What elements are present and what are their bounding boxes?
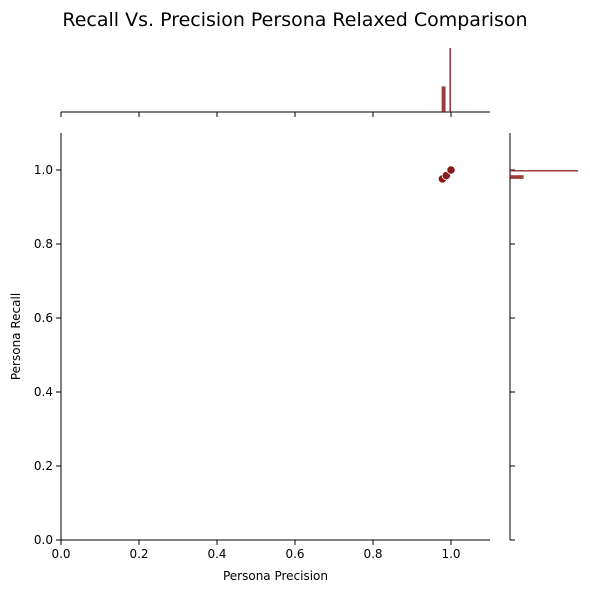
x-tick-label: 0.4 bbox=[207, 547, 226, 561]
right-marginal-histogram bbox=[509, 133, 578, 541]
x-tick-label: 0.2 bbox=[129, 547, 148, 561]
y-tick-label: 0.4 bbox=[34, 385, 53, 399]
scatter-axes: 0.0 0.2 0.4 0.6 0.8 1.0 0.0 0.2 0.4 0.6 0.8 1.0 bbox=[34, 133, 490, 561]
x-tick-label: 0.8 bbox=[363, 547, 382, 561]
scatter-point bbox=[446, 165, 456, 175]
top-marginal-histogram bbox=[60, 48, 490, 117]
y-tick-label: 0.6 bbox=[34, 311, 53, 325]
right-marginal-bar bbox=[510, 175, 524, 179]
top-marginal-bar bbox=[449, 48, 451, 112]
x-axis-label: Persona Precision bbox=[223, 569, 328, 583]
x-tick-label: 0.6 bbox=[285, 547, 304, 561]
x-tick-label: 1.0 bbox=[441, 547, 460, 561]
right-marginal-bar bbox=[510, 170, 578, 172]
y-axis-label: Persona Recall bbox=[9, 293, 23, 380]
top-marginal-bar bbox=[441, 86, 446, 112]
chart-title: Recall Vs. Precision Persona Relaxed Com… bbox=[62, 9, 527, 31]
x-tick-label: 0.0 bbox=[51, 547, 70, 561]
y-tick-label: 1.0 bbox=[34, 163, 53, 177]
y-tick-label: 0.8 bbox=[34, 237, 53, 251]
y-tick-label: 0.2 bbox=[34, 459, 53, 473]
y-tick-label: 0.0 bbox=[34, 533, 53, 547]
